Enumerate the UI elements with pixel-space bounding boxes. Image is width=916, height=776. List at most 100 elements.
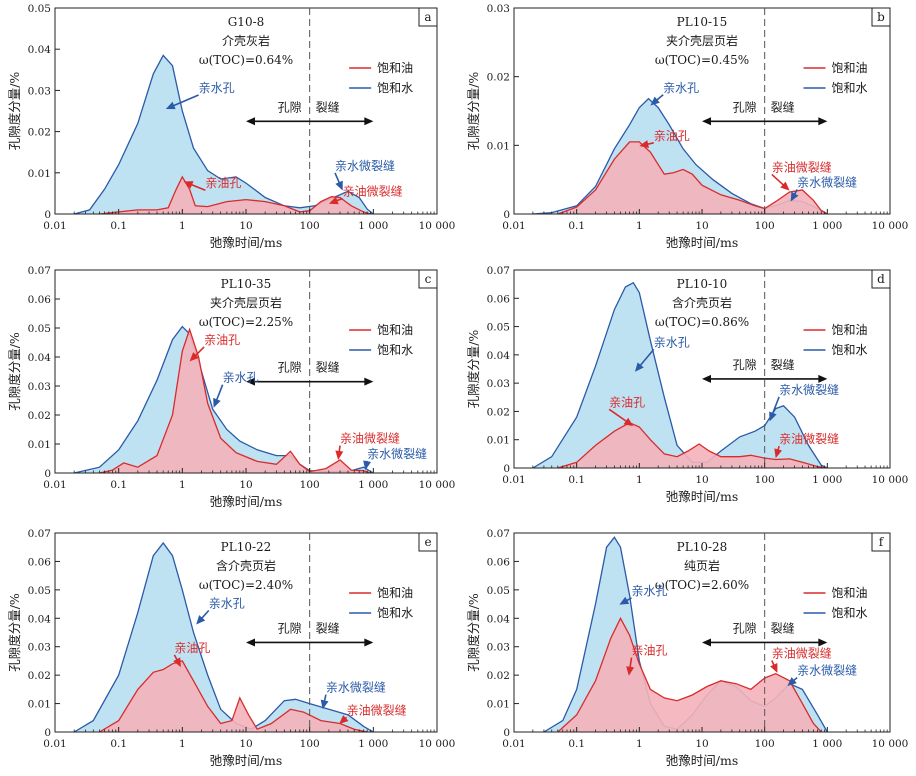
oil-area <box>99 176 371 214</box>
arrow-head-left <box>702 117 711 126</box>
annotation-arrow-head <box>639 140 649 148</box>
arrow-head-left <box>702 638 711 647</box>
annotation-arrow-head <box>213 397 221 408</box>
x-tick-label: 0.01 <box>502 220 525 232</box>
x-tick-label: 100 <box>755 738 775 750</box>
y-tick-label: 0.01 <box>28 168 51 180</box>
x-tick-label: 10 000 <box>419 738 456 750</box>
y-axis-title: 孔隙度分量/% <box>7 72 22 151</box>
annotation-label: 亲油微裂缝 <box>340 431 400 446</box>
annotation-arrow-head <box>335 180 343 191</box>
lithology: 含介壳页岩 <box>672 295 732 310</box>
annotation-label: 亲水微裂缝 <box>797 663 857 678</box>
x-tick-label: 10 000 <box>872 220 909 232</box>
lithology: 夹介壳层页岩 <box>666 33 738 48</box>
y-tick-label: 0.05 <box>487 585 510 597</box>
annotation-arrow-head <box>626 666 635 676</box>
x-tick-label: 0.01 <box>43 738 66 750</box>
annotation-arrow-head <box>339 715 349 725</box>
x-tick-label: 0.1 <box>110 479 127 491</box>
y-tick-label: 0.06 <box>487 293 511 305</box>
x-tick-label: 1 000 <box>358 479 388 491</box>
arrow-head-right <box>818 117 828 126</box>
oil-area <box>557 422 828 468</box>
annotation-arrow-head <box>196 615 206 625</box>
x-tick-label: 0.01 <box>502 474 525 486</box>
annotation-arrow <box>608 408 630 424</box>
x-tick-label: 1 000 <box>812 738 842 750</box>
arrow-head-left <box>246 377 255 386</box>
toc-value: ω(TOC)=2.40% <box>199 578 293 592</box>
y-tick-label: 0.02 <box>28 127 51 139</box>
arrow-head-right <box>818 638 828 647</box>
arrow-head-left <box>246 117 255 126</box>
y-tick-label: 0.03 <box>28 381 51 393</box>
oil-area <box>99 660 368 732</box>
legend-label: 饱和油 <box>377 585 413 600</box>
x-tick-label: 0.1 <box>110 738 127 750</box>
annotation-label: 亲油微裂缝 <box>772 159 832 174</box>
x-axis-title: 弛豫时间/ms <box>666 753 738 768</box>
arrow-head-left <box>702 374 711 383</box>
x-tick-label: 0.1 <box>568 738 585 750</box>
annotation-label: 亲水微裂缝 <box>335 158 395 173</box>
annotation-label: 亲水微裂缝 <box>797 175 857 190</box>
water-area <box>74 326 374 473</box>
x-axis-title: 弛豫时间/ms <box>210 494 282 509</box>
annotation-label: 亲水孔 <box>199 81 235 95</box>
legend-label: 饱和水 <box>832 605 868 620</box>
annotation-label: 亲油孔 <box>609 395 645 409</box>
y-tick-label: 0.01 <box>28 699 51 711</box>
annotation-label: 亲水微裂缝 <box>779 382 839 397</box>
oil-area <box>557 618 822 732</box>
y-tick-label: 0.04 <box>28 352 52 364</box>
y-tick-label: 0.03 <box>487 642 510 654</box>
annotation-label: 亲油孔 <box>204 333 240 347</box>
oil-curve <box>99 327 371 474</box>
toc-value: ω(TOC)=0.64% <box>199 53 293 67</box>
legend-label: 饱和水 <box>377 80 413 95</box>
x-axis-title: 弛豫时间/ms <box>210 753 282 768</box>
annotation-label: 亲水微裂缝 <box>326 680 386 695</box>
annotation-arrow-head <box>335 450 344 460</box>
y-tick-label: 0.02 <box>28 410 51 422</box>
toc-value: ω(TOC)=2.60% <box>655 578 749 592</box>
y-tick-label: 0.05 <box>28 3 51 15</box>
sample-id: PL10-15 <box>677 15 728 29</box>
water-area <box>532 282 828 468</box>
x-axis-title: 弛豫时间/ms <box>666 235 738 250</box>
panel-letter-frame <box>871 7 891 27</box>
water-area <box>74 55 374 215</box>
annotation-label: 亲油微裂缝 <box>772 646 832 661</box>
sample-id: G10-8 <box>228 15 265 29</box>
panel-letter-frame <box>418 532 438 552</box>
annotation-label: 亲油孔 <box>632 644 668 658</box>
arrow-head-left <box>246 638 255 647</box>
panel-letter-frame <box>871 269 891 289</box>
annotation-label: 亲水孔 <box>632 584 668 598</box>
x-tick-label: 1 <box>636 220 643 232</box>
annotation-label: 亲水微裂缝 <box>367 446 427 461</box>
y-axis-title: 孔隙度分量/% <box>466 330 481 409</box>
y-tick-label: 0 <box>503 463 510 475</box>
pore-label: 孔隙 <box>733 358 757 372</box>
annotation-arrow-head <box>769 411 777 422</box>
annotation-label: 亲油微裂缝 <box>343 183 403 198</box>
oil-area <box>99 329 371 473</box>
annotation-arrow-head <box>780 181 790 191</box>
x-tick-label: 1 <box>179 220 186 232</box>
y-tick-label: 0.07 <box>487 265 510 277</box>
panel-letter-frame <box>418 7 438 27</box>
pore-label: 孔隙 <box>733 621 757 635</box>
x-axis-title: 弛豫时间/ms <box>210 235 282 250</box>
y-axis-title: 孔隙度分量/% <box>466 72 481 151</box>
annotation-arrow-head <box>328 196 339 205</box>
y-tick-label: 0.04 <box>28 44 52 56</box>
oil-curve <box>557 421 828 469</box>
arrow-head-right <box>364 638 374 647</box>
x-tick-label: 0.01 <box>43 479 66 491</box>
x-tick-label: 100 <box>755 474 775 486</box>
legend-label: 饱和油 <box>377 60 413 75</box>
fracture-label: 裂缝 <box>771 99 795 114</box>
